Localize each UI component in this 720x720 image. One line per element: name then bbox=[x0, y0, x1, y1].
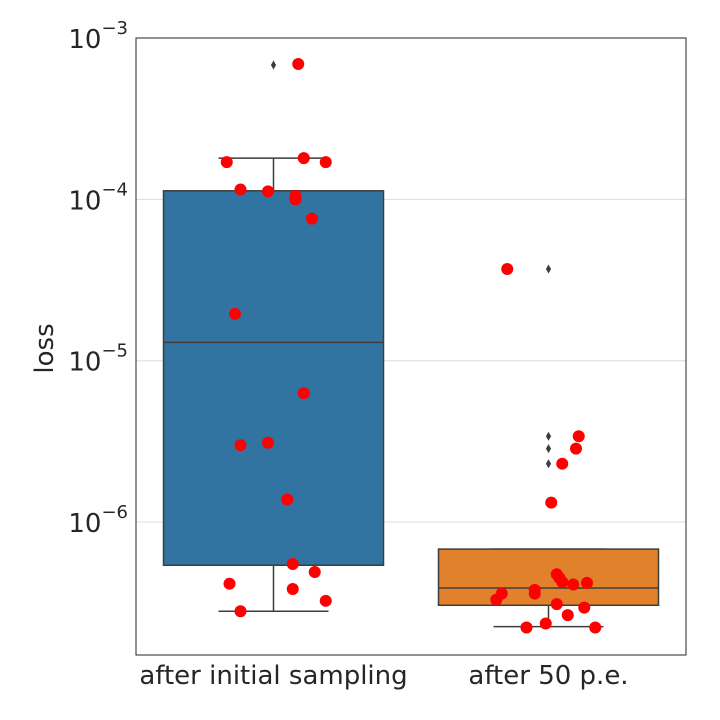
data-point bbox=[229, 307, 241, 320]
data-point bbox=[490, 593, 503, 606]
box-group bbox=[437, 264, 660, 628]
box-iqr bbox=[162, 190, 385, 566]
y-axis-label: loss bbox=[30, 323, 60, 373]
outlier-marker bbox=[545, 444, 552, 454]
data-point bbox=[286, 582, 299, 595]
data-point bbox=[223, 577, 236, 590]
data-point bbox=[319, 594, 332, 607]
data-point bbox=[292, 58, 305, 71]
data-point bbox=[297, 387, 310, 400]
data-point bbox=[262, 185, 274, 198]
data-point bbox=[550, 598, 563, 611]
y-tick-labels: 10−610−510−410−3 bbox=[68, 18, 128, 539]
data-point bbox=[306, 212, 318, 225]
points-layer bbox=[220, 58, 602, 634]
data-point bbox=[539, 617, 552, 630]
data-point bbox=[281, 493, 294, 506]
data-point bbox=[561, 609, 574, 622]
data-point bbox=[567, 578, 580, 591]
y-tick-base: 10 bbox=[68, 186, 101, 216]
outlier-marker bbox=[545, 264, 552, 274]
outlier-marker bbox=[545, 431, 552, 441]
plot-frame bbox=[135, 37, 687, 656]
outlier-marker bbox=[270, 60, 277, 70]
data-point bbox=[297, 152, 310, 165]
y-tick-label: 10−6 bbox=[68, 502, 128, 539]
outlier-marker bbox=[545, 459, 552, 469]
data-point bbox=[520, 621, 533, 634]
y-tick-label: 10−3 bbox=[68, 18, 128, 55]
x-tick-label: after initial sampling bbox=[139, 661, 407, 691]
y-tick-exponent: −3 bbox=[101, 18, 128, 39]
data-point bbox=[234, 605, 247, 618]
data-point bbox=[581, 576, 593, 589]
y-tick-exponent: −4 bbox=[101, 179, 128, 200]
y-tick-label: 10−4 bbox=[68, 179, 128, 216]
data-point bbox=[262, 436, 274, 449]
data-point bbox=[234, 439, 247, 452]
data-point bbox=[572, 430, 585, 443]
y-tick-base: 10 bbox=[68, 509, 101, 539]
data-point bbox=[545, 496, 558, 509]
y-tick-base: 10 bbox=[68, 348, 101, 378]
data-point bbox=[578, 601, 591, 614]
data-point bbox=[220, 156, 233, 169]
box-iqr bbox=[437, 548, 660, 607]
box-group bbox=[162, 60, 385, 613]
data-point bbox=[308, 566, 321, 579]
data-point bbox=[570, 442, 582, 455]
y-tick-exponent: −6 bbox=[101, 502, 128, 523]
boxes-layer bbox=[162, 60, 660, 628]
y-tick-exponent: −5 bbox=[101, 341, 128, 362]
data-point bbox=[556, 457, 569, 470]
y-tick-label: 10−5 bbox=[68, 341, 128, 378]
data-point bbox=[528, 587, 541, 600]
x-tick-label: after 50 p.e. bbox=[468, 661, 628, 691]
data-point bbox=[556, 576, 569, 589]
y-tick-base: 10 bbox=[68, 25, 101, 55]
x-tick-labels: after initial sampling after 50 p.e. bbox=[139, 661, 628, 691]
data-point bbox=[234, 183, 247, 196]
data-point bbox=[319, 156, 332, 169]
data-point bbox=[286, 557, 299, 570]
data-point bbox=[501, 263, 514, 276]
data-point bbox=[589, 621, 602, 634]
data-point bbox=[289, 193, 302, 206]
